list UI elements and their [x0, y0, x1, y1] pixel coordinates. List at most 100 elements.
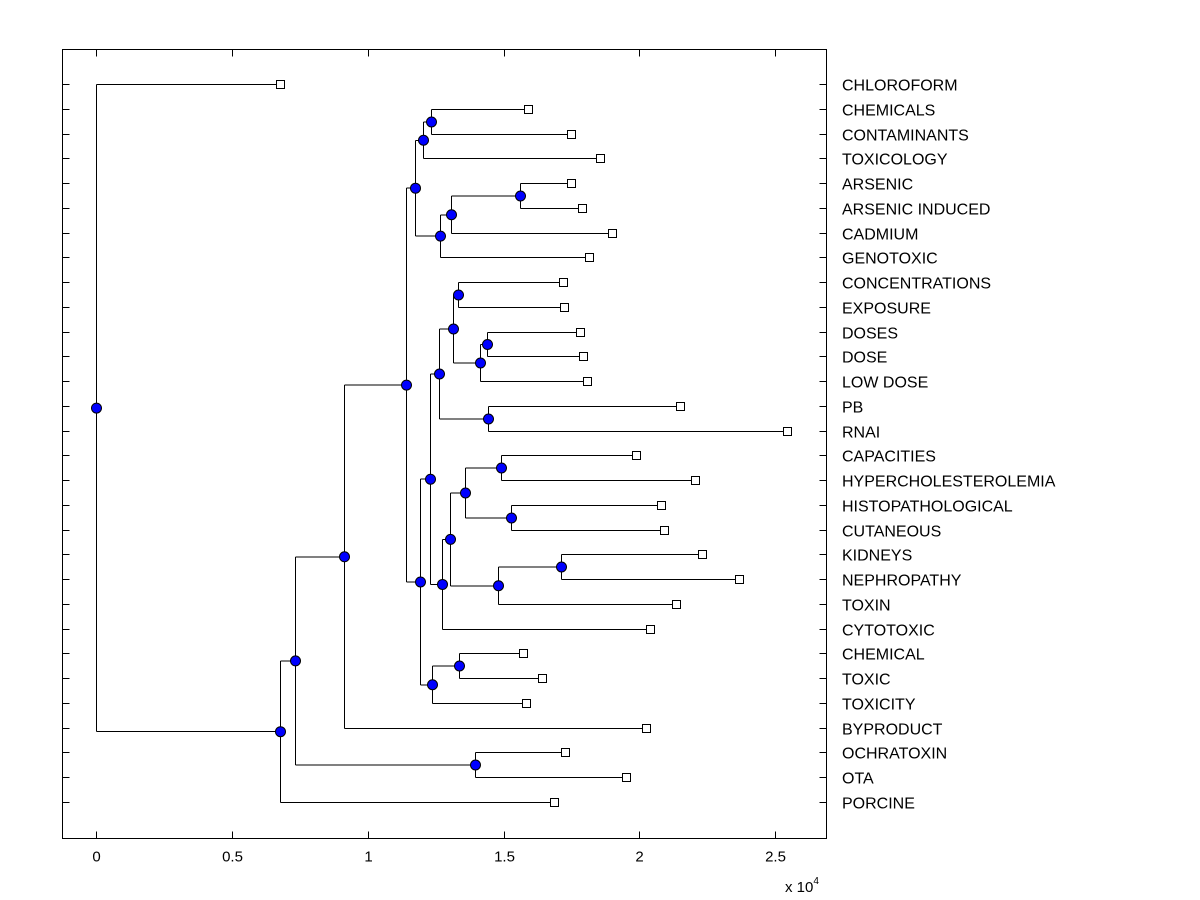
- leaf-marker-square: [583, 377, 592, 386]
- leaf-label: LOW DOSE: [842, 375, 928, 392]
- leaf-label: PB: [842, 400, 863, 417]
- leaf-label: HISTOPATHOLOGICAL: [842, 499, 1013, 516]
- leaf-label: DOSE: [842, 350, 887, 367]
- x-scale-label: x 104: [785, 876, 819, 896]
- leaf-label: CYTOTOXIC: [842, 623, 935, 640]
- leaf-marker-square: [522, 699, 531, 708]
- node-marker-circle: [453, 289, 464, 301]
- leaf-marker-square: [276, 80, 285, 89]
- leaf-label: ARSENIC INDUCED: [842, 202, 990, 219]
- leaf-marker-square: [698, 550, 707, 559]
- leaf-label: ARSENIC: [842, 177, 913, 194]
- node-marker-circle: [475, 357, 486, 369]
- leaf-label: CADMIUM: [842, 227, 918, 244]
- leaf-marker-square: [578, 204, 587, 213]
- x-tick-label: 2: [635, 849, 643, 866]
- leaf-marker-square: [676, 402, 685, 411]
- leaf-label: EXPOSURE: [842, 301, 931, 318]
- leaf-marker-square: [567, 130, 576, 139]
- leaf-marker-square: [657, 501, 666, 510]
- leaf-marker-square: [519, 649, 528, 658]
- leaf-label: CUTANEOUS: [842, 524, 941, 541]
- leaf-label: TOXIC: [842, 672, 891, 689]
- node-marker-circle: [515, 190, 526, 202]
- x-tick-label: 0.5: [222, 849, 243, 866]
- leaf-label: TOXIN: [842, 598, 891, 615]
- leaf-marker-square: [524, 105, 533, 114]
- node-marker-circle: [339, 551, 350, 563]
- leaf-label: DOSES: [842, 326, 898, 343]
- leaf-marker-square: [660, 526, 669, 535]
- leaf-marker-square: [735, 575, 744, 584]
- node-marker-circle: [401, 379, 412, 391]
- leaf-marker-square: [632, 451, 641, 460]
- node-marker-circle: [482, 339, 493, 350]
- leaf-marker-square: [642, 724, 651, 733]
- leaf-label: TOXICITY: [842, 697, 916, 714]
- node-marker-circle: [506, 512, 517, 524]
- leaf-marker-square: [608, 229, 617, 238]
- leaf-label: NEPHROPATHY: [842, 573, 962, 590]
- leaf-label: RNAI: [842, 425, 880, 442]
- node-marker-circle: [426, 116, 437, 128]
- leaf-marker-square: [560, 303, 569, 312]
- plot-area-frame: [62, 49, 827, 839]
- y-axis-ticks: [62, 84, 827, 803]
- leaf-labels: CHLOROFORM CHEMICALS CONTAMINANTS TOXICOLOG…: [842, 78, 1056, 813]
- node-marker-circle: [275, 726, 286, 738]
- node-marker-circle: [448, 323, 459, 335]
- leaf-label: PORCINE: [842, 796, 915, 813]
- node-marker-circle: [470, 759, 481, 771]
- node-marker-circle: [446, 209, 457, 221]
- node-marker-circle: [427, 679, 438, 691]
- x-tick-label: 1: [364, 849, 372, 866]
- branches: [96, 84, 788, 803]
- leaf-marker-square: [783, 427, 792, 436]
- leaf-marker-square: [538, 674, 547, 683]
- leaf-label: CHEMICAL: [842, 647, 925, 664]
- leaf-label: CONTAMINANTS: [842, 128, 969, 145]
- leaf-marker-square: [579, 352, 588, 361]
- leaf-label: OTA: [842, 771, 874, 788]
- node-marker-circle: [454, 660, 465, 672]
- leaf-marker-square: [585, 253, 594, 262]
- x-scale-base: x 10: [785, 879, 813, 896]
- leaf-label: BYPRODUCT: [842, 722, 943, 739]
- leaf-marker-square: [691, 476, 700, 485]
- leaf-label: KIDNEYS: [842, 548, 912, 565]
- node-marker-circle: [434, 368, 445, 380]
- leaf-label: TOXICOLOGY: [842, 152, 948, 169]
- node-marker-circle: [410, 182, 421, 194]
- node-markers: [91, 116, 567, 771]
- node-marker-circle: [460, 487, 471, 499]
- leaf-marker-square: [559, 278, 568, 287]
- x-tick-label: 2.5: [765, 849, 786, 866]
- x-tick-label: 0: [92, 849, 100, 866]
- x-scale-exponent: 4: [813, 876, 819, 887]
- leaf-marker-square: [596, 154, 605, 163]
- leaf-label: OCHRATOXIN: [842, 746, 947, 763]
- node-marker-circle: [496, 462, 507, 474]
- x-axis-ticks: 0 0.5 1 1.5 2 2.5: [92, 49, 786, 866]
- leaf-markers: [276, 80, 792, 807]
- node-marker-circle: [437, 578, 448, 590]
- leaf-label: HYPERCHOLESTEROLEMIA: [842, 474, 1056, 491]
- node-marker-circle: [556, 561, 567, 573]
- leaf-label: GENOTOXIC: [842, 251, 938, 268]
- leaf-label: CHEMICALS: [842, 103, 935, 120]
- node-marker-circle: [483, 413, 494, 425]
- node-marker-circle: [493, 580, 504, 592]
- node-marker-circle: [425, 473, 436, 485]
- node-marker-circle: [435, 230, 446, 242]
- leaf-marker-square: [576, 328, 585, 337]
- leaf-marker-square: [561, 748, 570, 757]
- node-marker-circle: [290, 655, 301, 667]
- node-marker-circle: [415, 576, 426, 588]
- leaf-label: CAPACITIES: [842, 449, 936, 466]
- leaf-marker-square: [622, 773, 631, 782]
- node-marker-circle: [445, 533, 456, 545]
- leaf-marker-square: [672, 600, 681, 609]
- leaf-marker-square: [646, 625, 655, 634]
- leaf-label: CONCENTRATIONS: [842, 276, 991, 293]
